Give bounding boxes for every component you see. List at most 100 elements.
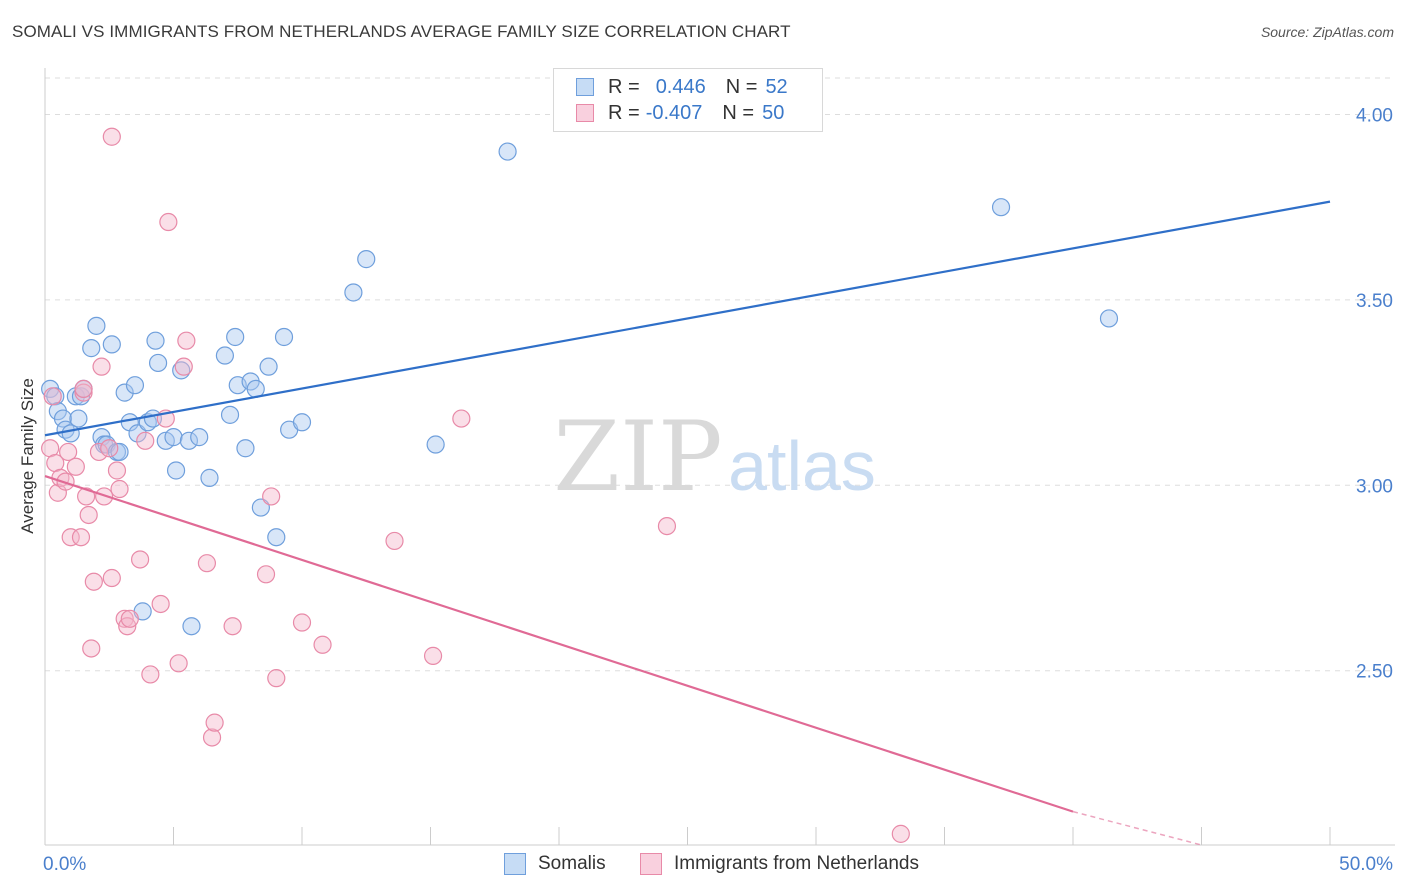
- netherlands-point: [177, 331, 196, 350]
- netherlands-point: [74, 379, 93, 398]
- somali-point: [82, 339, 101, 358]
- netherlands-point: [174, 357, 193, 376]
- netherlands-point: [71, 528, 91, 547]
- somali-point: [102, 335, 121, 354]
- legend-n-label: N =: [722, 101, 755, 124]
- somali-point: [69, 409, 88, 428]
- netherlands-trend-line: [44, 474, 1074, 813]
- somali-point: [182, 617, 201, 636]
- legend-r-label: R =: [608, 75, 640, 98]
- netherlands-point: [61, 528, 80, 547]
- trend-lines: [44, 200, 1331, 846]
- netherlands-point: [43, 387, 62, 406]
- netherlands-point: [136, 431, 155, 450]
- somali-point: [991, 198, 1011, 217]
- netherlands-point: [118, 617, 137, 636]
- legend-row-somalis: R = 0.446 N = 52: [576, 75, 788, 99]
- netherlands-point: [169, 654, 188, 673]
- somali-point: [164, 428, 183, 447]
- netherlands-point: [313, 635, 332, 654]
- legend-r-value: 0.446: [655, 75, 706, 98]
- netherlands-point: [891, 824, 910, 843]
- netherlands-point: [202, 728, 222, 747]
- correlation-legend: R = 0.446 N = 52 R = -0.407 N = 50: [553, 68, 823, 132]
- y-tick-label: 4.00: [1356, 105, 1393, 126]
- legend-item-netherlands[interactable]: Immigrants from Netherlands: [640, 852, 919, 876]
- netherlands-point: [100, 439, 119, 458]
- legend-r-label: R =: [608, 101, 640, 124]
- y-tick-label: 3.50: [1356, 291, 1393, 312]
- somali-point: [125, 376, 145, 395]
- watermark-atlas: atlas: [728, 427, 876, 505]
- netherlands-point: [130, 550, 150, 569]
- netherlands-point: [59, 442, 78, 462]
- somali-point: [344, 283, 363, 302]
- netherlands-point: [256, 565, 276, 584]
- somali-point: [215, 346, 234, 365]
- somali-point: [292, 413, 312, 432]
- netherlands-point: [159, 212, 178, 232]
- somali-point: [267, 528, 286, 547]
- x-tick-label: 50.0%: [1339, 854, 1393, 875]
- netherlands-point: [102, 568, 121, 588]
- source-label: Source: ZipAtlas.com: [1260, 24, 1394, 40]
- somali-point: [498, 142, 517, 161]
- somali-point: [87, 316, 106, 335]
- chart-title: SOMALI VS IMMIGRANTS FROM NETHERLANDS AV…: [12, 22, 791, 41]
- legend-n-value: 50: [762, 101, 785, 124]
- x-tick-label: 0.0%: [43, 854, 86, 875]
- somali-point: [179, 431, 199, 450]
- netherlands-point: [385, 531, 404, 551]
- watermark: ZIP atlas: [553, 401, 876, 513]
- watermark-zip: ZIP: [553, 401, 722, 513]
- legend-n-label: N =: [725, 75, 758, 98]
- somalis-swatch: [504, 853, 526, 875]
- y-axis-label: Average Family Size: [18, 378, 37, 534]
- axes: [44, 68, 1395, 846]
- somali-trend-line: [44, 200, 1331, 437]
- netherlands-label: Immigrants from Netherlands: [674, 853, 919, 874]
- somali-point: [110, 442, 129, 462]
- somali-point: [251, 498, 270, 517]
- somali-point: [53, 409, 73, 428]
- netherlands-point: [452, 409, 471, 428]
- netherlands-point: [82, 639, 101, 658]
- legend-row-netherlands: R = -0.407 N = 50: [576, 101, 784, 125]
- legend-swatch-pink: [576, 104, 594, 122]
- somali-point: [274, 327, 294, 347]
- somali-point: [146, 331, 165, 350]
- somali-point: [200, 468, 219, 487]
- legend-r-value: -0.407: [645, 101, 703, 124]
- netherlands-point: [141, 665, 160, 684]
- netherlands-point: [79, 505, 98, 525]
- netherlands-point: [120, 609, 139, 628]
- netherlands-point: [657, 517, 677, 536]
- somali-point: [259, 357, 278, 376]
- netherlands-point: [102, 127, 121, 146]
- netherlands-point: [107, 461, 127, 480]
- somali-point: [190, 428, 209, 447]
- netherlands-point: [84, 572, 103, 591]
- legend-item-somalis[interactable]: Somalis: [504, 852, 606, 876]
- netherlands-point: [205, 713, 224, 732]
- y-tick-label: 2.50: [1356, 662, 1393, 683]
- somali-point: [426, 435, 445, 454]
- somali-point: [148, 353, 168, 373]
- somalis-label: Somalis: [538, 853, 606, 874]
- netherlands-point: [262, 487, 281, 506]
- somali-point: [166, 461, 186, 480]
- netherlands-point: [89, 442, 109, 462]
- netherlands-swatch: [640, 853, 662, 875]
- netherlands-point: [267, 669, 286, 688]
- y-tick-label: 3.00: [1356, 476, 1393, 497]
- netherlands-point: [423, 646, 443, 665]
- somali-point: [1099, 309, 1119, 328]
- somali-point: [220, 405, 240, 424]
- data-points: [41, 127, 1119, 843]
- netherlands-point: [77, 487, 96, 506]
- tick-labels: 2.50 3.00 3.50 4.00 0.0% 50.0%: [43, 105, 1393, 875]
- legend-swatch-blue: [576, 78, 594, 96]
- netherlands-point: [223, 617, 242, 636]
- legend-n-value: 52: [765, 75, 788, 98]
